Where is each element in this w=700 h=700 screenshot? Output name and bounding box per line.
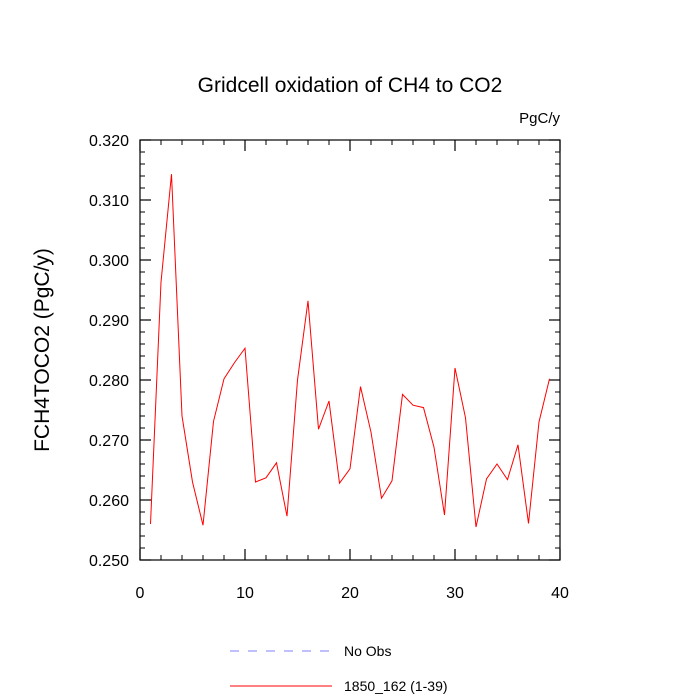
y-tick-label: 0.270 bbox=[89, 433, 129, 450]
series-line bbox=[150, 174, 550, 528]
y-tick-label: 0.310 bbox=[89, 193, 129, 210]
x-axis-ticks: 0 10 20 30 40 bbox=[136, 140, 569, 602]
plot-frame bbox=[139, 139, 561, 561]
x-tick-label: 20 bbox=[341, 585, 359, 602]
series-layer bbox=[150, 174, 550, 528]
y-axis-label: FCH4TOCO2 (PgC/y) bbox=[31, 248, 54, 452]
minor-ticks bbox=[139, 139, 561, 561]
legend-label: No Obs bbox=[344, 643, 391, 659]
y-tick-label: 0.290 bbox=[89, 313, 129, 330]
x-tick-label: 40 bbox=[551, 585, 569, 602]
y-tick-label: 0.320 bbox=[89, 133, 129, 150]
y-tick-label: 0.260 bbox=[89, 493, 129, 510]
chart-title: Gridcell oxidation of CH4 to CO2 bbox=[198, 74, 503, 97]
legend: No Obs 1850_162 (1-39) bbox=[230, 643, 448, 694]
x-tick-label: 10 bbox=[236, 585, 254, 602]
legend-label: 1850_162 (1-39) bbox=[344, 678, 448, 694]
y-axis-ticks: 0.250 0.260 0.270 0.280 0.290 0.300 0.310 0.320 bbox=[89, 133, 560, 570]
x-tick-label: 0 bbox=[136, 585, 145, 602]
x-tick-label: 30 bbox=[446, 585, 464, 602]
y-tick-label: 0.250 bbox=[89, 553, 129, 570]
units-label: PgC/y bbox=[519, 110, 560, 127]
y-tick-label: 0.280 bbox=[89, 373, 129, 390]
y-tick-label: 0.300 bbox=[89, 253, 129, 270]
